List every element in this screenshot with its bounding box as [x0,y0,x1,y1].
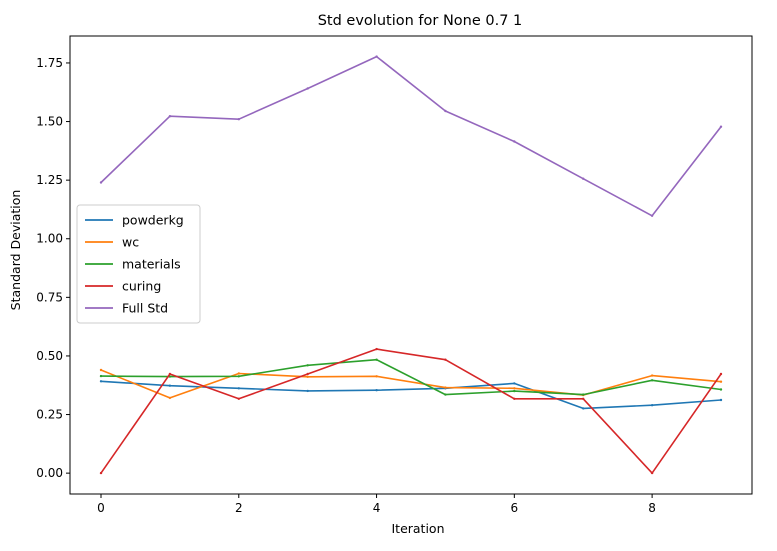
data-point-materials [513,389,516,393]
data-point-powderkg [719,398,723,402]
x-tick-label: 8 [648,501,656,515]
y-axis: 0.00 0.25 0.50 0.75 1.00 1.25 1.50 1.75 [36,56,70,480]
y-tick-label: 0.50 [36,349,63,363]
y-tick-label: 1.75 [36,56,63,70]
data-point-full-std [306,87,309,90]
data-point-curing [582,397,585,400]
data-point-full-std [99,181,103,184]
data-point-powderkg [168,384,172,387]
plot-area [99,55,723,475]
data-point-full-std [237,118,240,121]
data-point-wc [306,375,309,378]
legend: powderkg wc materials curing Full Std [76,204,201,324]
x-tick-label: 2 [235,501,243,515]
data-point-curing [444,358,447,361]
data-point-wc [719,380,723,383]
y-tick-label: 1.25 [36,173,63,187]
legend-label: Full Std [122,301,168,316]
data-point-curing [650,471,654,475]
data-point-curing [168,372,172,376]
data-point-curing [306,372,309,376]
series-line-wc [100,369,722,399]
data-point-full-std [582,177,585,180]
series-line-full-std [100,55,722,217]
data-point-powderkg [513,382,516,385]
y-tick-label: 0.75 [36,290,63,304]
data-point-full-std [444,109,447,113]
data-point-powderkg [650,404,654,407]
data-point-materials [650,379,654,382]
data-point-wc [444,386,447,389]
data-point-full-std [513,140,516,143]
data-point-wc [168,396,172,400]
data-point-wc [237,372,240,375]
data-point-powderkg [375,389,378,392]
data-point-curing [719,372,723,376]
data-point-full-std [375,55,378,58]
legend-label: materials [122,257,181,272]
y-tick-label: 1.00 [36,232,63,246]
x-tick-label: 4 [373,501,381,515]
data-point-powderkg [306,389,309,393]
y-tick-label: 1.50 [36,115,63,129]
data-point-wc [513,387,516,390]
data-point-materials [444,393,447,396]
data-point-materials [237,375,240,378]
legend-box [76,204,201,324]
legend-label: curing [122,279,161,294]
data-point-powderkg [99,380,103,383]
data-point-curing [237,397,240,400]
legend-label: wc [122,235,139,250]
data-point-full-std [168,115,172,118]
series-line-curing [100,348,722,474]
data-point-wc [375,375,378,378]
x-axis: 0 2 4 6 8 [97,494,656,515]
data-point-materials [719,388,723,391]
data-point-full-std [650,214,654,217]
y-tick-label: 0.25 [36,408,63,422]
y-tick-label: 0.00 [36,466,63,480]
data-point-full-std [719,125,723,128]
data-point-materials [306,364,309,367]
series-line-materials [100,358,722,396]
data-point-powderkg [237,387,240,390]
data-point-wc [650,374,654,377]
data-point-curing [375,347,378,351]
x-tick-label: 6 [511,501,519,515]
data-point-materials [375,358,378,361]
data-point-curing [513,397,516,400]
legend-label: powderkg [122,213,184,228]
y-axis-label: Standard Deviation [8,190,23,311]
data-point-curing [99,471,103,475]
data-point-materials [582,393,585,396]
plot-frame [69,35,753,495]
chart-title: Std evolution for None 0.7 1 [318,13,523,29]
data-point-materials [99,374,103,378]
x-tick-label: 0 [97,501,105,515]
data-point-powderkg [582,407,585,410]
x-axis-label: Iteration [391,521,444,536]
data-point-wc [99,368,103,372]
